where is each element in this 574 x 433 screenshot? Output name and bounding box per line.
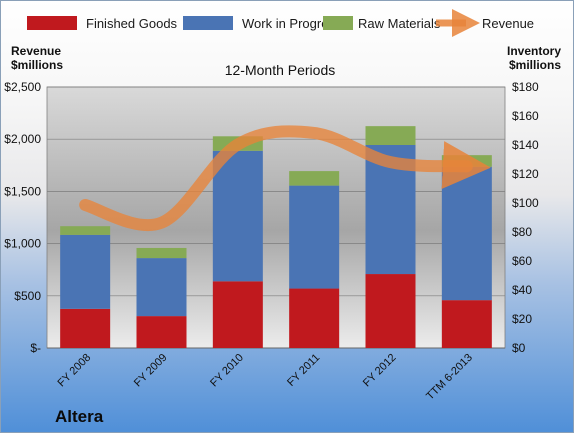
- bar-finished-goods: [136, 316, 187, 348]
- legend-label-revenue: Revenue: [482, 16, 534, 31]
- left-axis-title-line2: $millions: [11, 58, 63, 72]
- legend-swatch-finished-goods: [27, 16, 77, 30]
- legend-label-raw-materials: Raw Materials: [358, 16, 441, 31]
- bar-finished-goods: [289, 288, 340, 348]
- left-tick-label: $2,000: [4, 132, 41, 146]
- right-axis-ticks: $0 $20 $40 $60 $80 $100 $120 $140 $160 $180: [512, 80, 539, 355]
- bar-finished-goods: [60, 308, 111, 348]
- right-tick-label: $160: [512, 109, 539, 123]
- bar-raw-materials: [60, 226, 111, 235]
- bar-raw-materials: [289, 171, 340, 186]
- legend-swatch-raw-materials: [323, 16, 353, 30]
- right-tick-label: $120: [512, 167, 539, 181]
- bar-finished-goods: [212, 281, 263, 348]
- right-tick-label: $20: [512, 312, 532, 326]
- right-tick-label: $100: [512, 196, 539, 210]
- right-tick-label: $180: [512, 80, 539, 94]
- bar-work-in-progress: [441, 166, 492, 301]
- bar-work-in-progress: [289, 185, 340, 289]
- left-axis-ticks: $- $500 $1,000 $1,500 $2,000 $2,500: [4, 80, 41, 355]
- right-axis-title-line2: $millions: [509, 58, 561, 72]
- revenue-line: [79, 125, 491, 232]
- legend-label-finished-goods: Finished Goods: [86, 16, 178, 31]
- right-axis-title-line1: Inventory: [507, 44, 561, 58]
- left-tick-label: $-: [30, 341, 41, 355]
- left-tick-label: $2,500: [4, 80, 41, 94]
- left-tick-label: $1,500: [4, 184, 41, 198]
- bar-raw-materials: [365, 126, 416, 145]
- legend-swatch-work-in-progress: [183, 16, 233, 30]
- left-tick-label: $1,000: [4, 237, 41, 251]
- revenue-line-group: [79, 125, 491, 232]
- bar-finished-goods: [365, 274, 416, 348]
- bar-finished-goods: [441, 300, 492, 348]
- bar-work-in-progress: [60, 234, 111, 309]
- right-tick-label: $80: [512, 225, 532, 239]
- left-tick-label: $500: [14, 289, 41, 303]
- legend-label-work-in-progress: Work in Progress: [242, 16, 342, 31]
- company-name: Altera: [55, 407, 104, 426]
- right-tick-label: $140: [512, 138, 539, 152]
- gridlines: [47, 86, 505, 349]
- bar-raw-materials: [136, 247, 187, 259]
- bar-work-in-progress: [212, 150, 263, 282]
- right-tick-label: $60: [512, 254, 532, 268]
- legend: Finished Goods Work in Progress Raw Mate…: [27, 9, 534, 37]
- right-tick-label: $40: [512, 283, 532, 297]
- plot-title: 12-Month Periods: [225, 62, 336, 78]
- bar-work-in-progress: [136, 258, 187, 317]
- left-axis-title-line1: Revenue: [11, 44, 61, 58]
- right-tick-label: $0: [512, 341, 526, 355]
